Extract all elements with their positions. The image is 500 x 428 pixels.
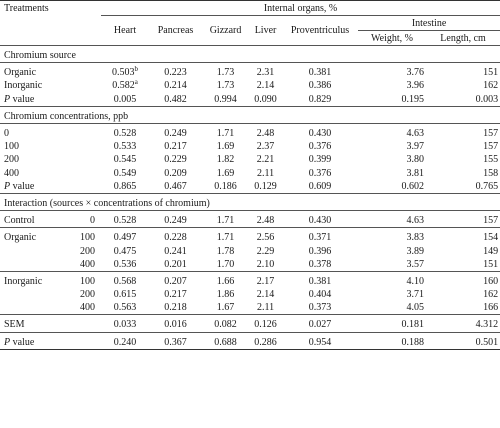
section-title: Chromium source [4, 50, 76, 62]
header-weight: Weight, % [371, 32, 413, 44]
table-row: 400 0.549 0.209 1.69 2.11 0.376 3.81 158 [4, 167, 499, 179]
header-pancreas: Pancreas [157, 25, 194, 36]
control-row: Control 0 0.528 0.249 1.71 2.48 0.430 4.… [4, 215, 499, 227]
table-row: Inorganic 100 0.568 0.207 1.66 2.17 0.38… [4, 275, 499, 287]
table-row: 200 0.615 0.217 1.86 2.14 0.404 3.71 162 [80, 289, 499, 301]
section-chromium-source: Chromium source [0, 49, 500, 63]
header-treatments: Treatments [0, 0, 102, 16]
table-row: Inorganic 0.582a 0.214 1.73 2.14 0.386 3… [4, 79, 499, 92]
header-row-3: Weight, % Length, cm [0, 31, 500, 46]
header-length: Length, cm [440, 32, 486, 44]
organ-weights-table: Treatments Internal organs, % Heart Panc… [0, 0, 500, 350]
section-title: Chromium concentrations, ppb [4, 110, 129, 122]
table-row: Organic 100 0.497 0.228 1.71 2.56 0.371 … [4, 232, 499, 244]
section-interaction: Interaction (sources × concentrations of… [0, 197, 500, 211]
table-row: 0 0.528 0.249 1.71 2.48 0.430 4.63 157 [4, 128, 499, 140]
header-heart: Heart [113, 25, 137, 36]
table-row: 200 0.475 0.241 1.78 2.29 0.396 3.89 149 [80, 245, 499, 257]
header-internal-organs: Internal organs, % [101, 0, 500, 16]
header-proventriculus: Proventriculus [290, 25, 350, 36]
header-liver: Liver [254, 25, 277, 36]
table-row: 400 0.563 0.218 1.67 2.11 0.373 4.05 166 [80, 302, 499, 314]
header-intestine: Intestine [358, 15, 500, 31]
table-row: 200 0.545 0.229 1.82 2.21 0.399 3.80 155 [4, 154, 499, 166]
table-row: 100 0.533 0.217 1.69 2.37 0.376 3.97 157 [4, 141, 499, 153]
table-row: 400 0.536 0.201 1.70 2.10 0.378 3.57 151 [80, 258, 499, 270]
header-row-1: Treatments Internal organs, % [0, 0, 500, 16]
table-row: Organic 0.503b 0.223 1.73 2.31 0.381 3.7… [4, 66, 499, 79]
section-chromium-concentrations: Chromium concentrations, ppb [0, 110, 500, 124]
sem-row: SEM 0.033 0.016 0.082 0.126 0.027 0.181 … [4, 319, 499, 331]
p-value-row: P value 0.005 0.482 0.994 0.090 0.829 0.… [4, 93, 499, 105]
section-title: Interaction (sources × concentrations of… [4, 197, 210, 209]
header-gizzard: Gizzard [209, 25, 242, 36]
p-value-row: P value 0.865 0.467 0.186 0.129 0.609 0.… [4, 180, 499, 192]
p-value-row: P value 0.240 0.367 0.688 0.286 0.954 0.… [0, 335, 500, 350]
header-row-2: Heart Pancreas Gizzard Liver Proventricu… [0, 15, 500, 36]
